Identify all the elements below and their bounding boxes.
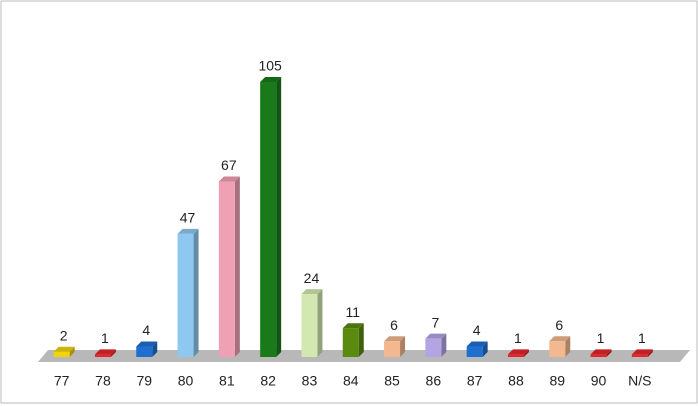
x-tick-label: 89 — [549, 373, 565, 389]
x-tick-label: 82 — [260, 373, 276, 389]
data-label: 1 — [638, 330, 646, 346]
bar-side — [565, 336, 571, 357]
bar-top — [549, 336, 571, 342]
bar-side — [193, 228, 199, 357]
data-label: 1 — [101, 330, 109, 346]
bar-top — [218, 176, 240, 182]
x-tick-label: 77 — [54, 373, 70, 389]
x-tick-label: 86 — [426, 373, 442, 389]
bar — [218, 181, 235, 357]
bar-side — [69, 346, 75, 357]
bar-side — [317, 289, 323, 357]
bar — [631, 354, 648, 357]
data-label: 24 — [304, 270, 320, 286]
bar-side — [606, 349, 612, 357]
bar-top — [590, 349, 612, 355]
bar-side — [234, 176, 240, 357]
bar-top — [631, 349, 653, 355]
x-tick-label: 90 — [591, 373, 607, 389]
bar — [177, 233, 194, 357]
bar-side — [482, 341, 488, 357]
bar-top — [384, 336, 406, 342]
bar-top — [301, 289, 323, 295]
bar-top — [466, 341, 488, 347]
bar-top — [136, 341, 158, 347]
x-tick-label: 83 — [302, 373, 318, 389]
bar-top — [94, 349, 116, 355]
bar-side — [276, 77, 282, 357]
x-tick-label: N/S — [628, 373, 651, 389]
bar — [384, 341, 401, 357]
bar — [94, 354, 111, 357]
bar-side — [152, 341, 158, 357]
bar-top — [260, 77, 282, 82]
bar-side — [647, 349, 653, 357]
bar — [466, 346, 483, 357]
bar-side — [400, 336, 406, 357]
bar — [260, 82, 277, 357]
x-tick-label: 84 — [343, 373, 359, 389]
data-label: 11 — [345, 304, 360, 320]
x-tick-label: 78 — [95, 373, 111, 389]
bar-top — [425, 333, 447, 339]
data-label: 6 — [555, 317, 563, 333]
bar-top — [177, 228, 199, 234]
bar-side — [441, 333, 447, 357]
bar — [590, 354, 607, 357]
bar-top — [342, 323, 364, 329]
data-label: 7 — [431, 314, 439, 330]
data-label: 1 — [597, 330, 605, 346]
data-label: 67 — [221, 157, 237, 173]
data-label: 47 — [180, 210, 196, 226]
data-label: 4 — [142, 322, 150, 338]
bar — [425, 338, 442, 357]
bar-side — [523, 349, 529, 357]
bar-side — [110, 349, 116, 357]
bar-top — [53, 346, 75, 352]
x-tick-label: 88 — [508, 373, 524, 389]
bar — [136, 346, 153, 357]
data-label: 105 — [258, 58, 282, 74]
data-label: 4 — [473, 322, 481, 338]
data-label: 2 — [60, 327, 68, 343]
bar — [53, 351, 70, 357]
bar — [549, 341, 566, 357]
data-label: 6 — [390, 317, 398, 333]
x-tick-label: 81 — [219, 373, 235, 389]
x-tick-label: 87 — [467, 373, 483, 389]
x-tick-label: 80 — [178, 373, 194, 389]
bar — [342, 328, 359, 357]
bar-side — [358, 323, 364, 357]
x-tick-label: 85 — [384, 373, 400, 389]
data-label: 1 — [514, 330, 522, 346]
bar-top — [507, 349, 529, 355]
bar — [301, 294, 318, 357]
bar — [507, 354, 524, 357]
x-tick-label: 79 — [136, 373, 152, 389]
